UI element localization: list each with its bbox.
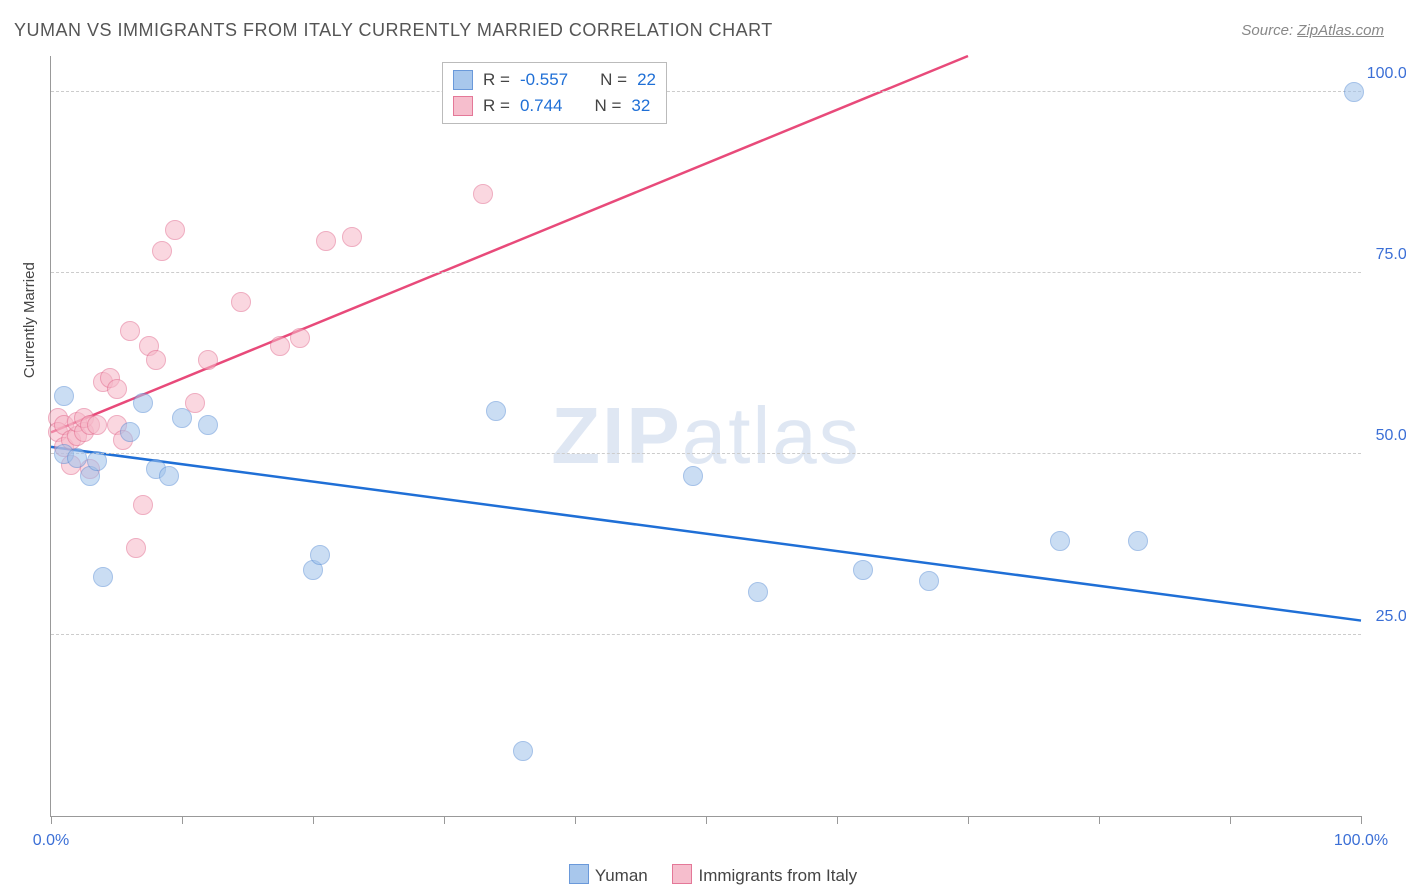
point-s2	[120, 321, 140, 341]
point-s1	[54, 386, 74, 406]
point-s1	[87, 451, 107, 471]
point-s2	[231, 292, 251, 312]
point-s1	[919, 571, 939, 591]
point-s1	[748, 582, 768, 602]
swatch-s2-bottom	[672, 864, 692, 884]
y-tick-label: 75.0%	[1376, 246, 1406, 264]
point-s2	[290, 328, 310, 348]
gridline	[51, 91, 1361, 92]
legend-label-s2: Immigrants from Italy	[698, 866, 857, 885]
point-s1	[1344, 82, 1364, 102]
point-s2	[87, 415, 107, 435]
y-tick-label: 50.0%	[1376, 427, 1406, 445]
y-tick-label: 25.0%	[1376, 608, 1406, 626]
point-s2	[316, 231, 336, 251]
point-s1	[513, 741, 533, 761]
swatch-s1-bottom	[569, 864, 589, 884]
point-s2	[107, 379, 127, 399]
point-s1	[853, 560, 873, 580]
point-s1	[486, 401, 506, 421]
point-s2	[133, 495, 153, 515]
point-s2	[146, 350, 166, 370]
x-tick	[968, 816, 969, 824]
point-s1	[93, 567, 113, 587]
point-s2	[198, 350, 218, 370]
x-tick	[51, 816, 52, 824]
n-value-s1: 22	[637, 67, 656, 93]
point-s2	[126, 538, 146, 558]
x-tick-label: 0.0%	[33, 832, 69, 850]
swatch-s1	[453, 70, 473, 90]
swatch-s2	[453, 96, 473, 116]
legend-label-s1: Yuman	[595, 866, 648, 885]
r-value-s2: 0.744	[520, 93, 563, 119]
point-s1	[159, 466, 179, 486]
series-legend: Yuman Immigrants from Italy	[0, 864, 1406, 886]
x-tick	[706, 816, 707, 824]
stats-row-s1: R = -0.557 N = 22	[453, 67, 656, 93]
x-tick-label: 100.0%	[1334, 832, 1388, 850]
point-s1	[198, 415, 218, 435]
x-tick	[575, 816, 576, 824]
chart-title: YUMAN VS IMMIGRANTS FROM ITALY CURRENTLY…	[14, 20, 773, 41]
gridline	[51, 634, 1361, 635]
x-tick	[313, 816, 314, 824]
point-s1	[172, 408, 192, 428]
scatter-plot: ZIPatlas Currently Married 25.0%50.0%75.…	[50, 56, 1361, 817]
point-s2	[270, 336, 290, 356]
point-s1	[120, 422, 140, 442]
y-axis-title: Currently Married	[21, 262, 38, 378]
stats-row-s2: R = 0.744 N = 32	[453, 93, 656, 119]
y-tick-label: 100.0%	[1367, 65, 1406, 83]
point-s1	[67, 448, 87, 468]
point-s2	[152, 241, 172, 261]
x-tick	[1361, 816, 1362, 824]
stats-legend: R = -0.557 N = 22 R = 0.744 N = 32	[442, 62, 667, 124]
x-tick	[1099, 816, 1100, 824]
gridline	[51, 453, 1361, 454]
source-label: Source:	[1241, 22, 1297, 39]
regression-lines	[51, 56, 1361, 816]
point-s2	[473, 184, 493, 204]
point-s2	[342, 227, 362, 247]
point-s1	[1050, 531, 1070, 551]
point-s1	[1128, 531, 1148, 551]
source-link[interactable]: ZipAtlas.com	[1297, 22, 1384, 39]
point-s1	[133, 393, 153, 413]
x-tick	[837, 816, 838, 824]
n-value-s2: 32	[631, 93, 650, 119]
point-s1	[683, 466, 703, 486]
x-tick	[182, 816, 183, 824]
point-s1	[310, 545, 330, 565]
x-tick	[444, 816, 445, 824]
gridline	[51, 272, 1361, 273]
x-tick	[1230, 816, 1231, 824]
point-s2	[165, 220, 185, 240]
source-credit: Source: ZipAtlas.com	[1241, 22, 1384, 39]
r-value-s1: -0.557	[520, 67, 568, 93]
